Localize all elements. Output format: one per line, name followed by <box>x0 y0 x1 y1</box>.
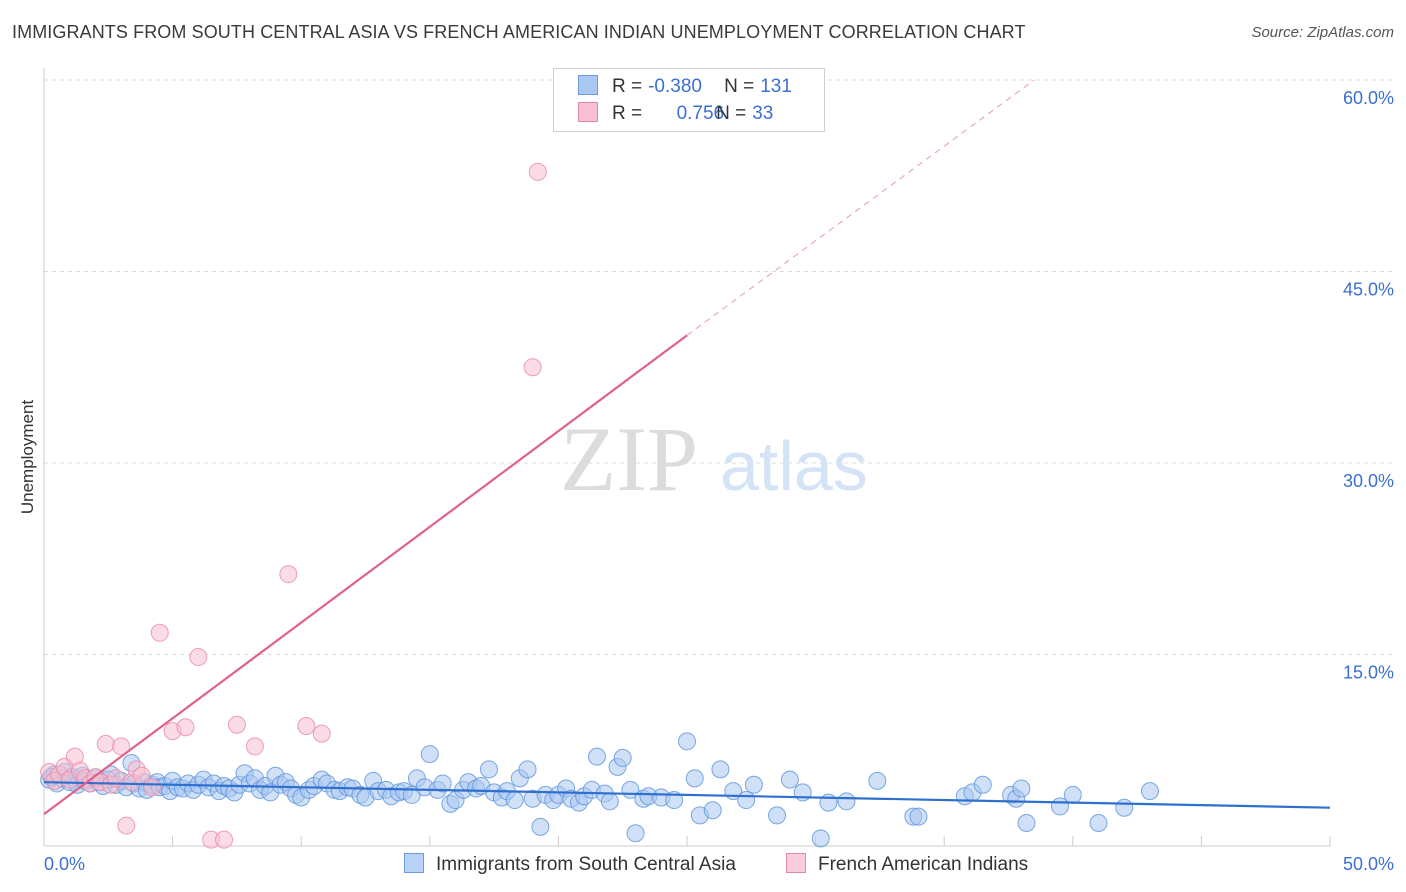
data-point <box>151 624 168 641</box>
data-point <box>738 792 755 809</box>
watermark-atlas: atlas <box>720 427 868 505</box>
series-immigrants-points <box>41 733 1159 847</box>
data-point <box>519 761 536 778</box>
data-point <box>421 746 438 763</box>
legend-n-value: 131 <box>760 76 792 98</box>
data-point <box>910 808 927 825</box>
legend-swatch-pink <box>786 853 806 873</box>
bottom-legend-french-american-indian: French American Indians <box>786 853 1028 876</box>
legend-swatch-blue <box>404 853 424 873</box>
data-point <box>769 807 786 824</box>
y-tick-label: 60.0% <box>1343 88 1394 108</box>
legend-n-value: 33 <box>752 103 773 125</box>
watermark-zip: ZIP <box>560 408 698 510</box>
legend-r-value: -0.380 <box>648 76 724 98</box>
legend-r-label: R = <box>612 76 642 97</box>
data-point <box>679 733 696 750</box>
data-point <box>686 770 703 787</box>
data-point <box>144 779 161 796</box>
legend-swatch-blue <box>578 75 598 95</box>
data-point <box>280 566 297 583</box>
data-point <box>704 802 721 819</box>
data-point <box>1116 799 1133 816</box>
data-point <box>1141 783 1158 800</box>
x-tick-label-max: 50.0% <box>1343 854 1394 874</box>
data-point <box>869 772 886 789</box>
x-tick-label-min: 0.0% <box>44 854 85 874</box>
data-point <box>838 793 855 810</box>
data-point <box>1090 815 1107 832</box>
data-point <box>1064 786 1081 803</box>
data-point <box>216 831 233 848</box>
source-credit: Source: ZipAtlas.com <box>1251 24 1394 41</box>
trend-line <box>44 335 687 814</box>
series-french-american-indian-points <box>41 163 547 848</box>
legend-row-french-american-indian: R = 0.756N = 33 <box>578 102 773 126</box>
bottom-legend-immigrants: Immigrants from South Central Asia <box>404 853 736 876</box>
y-tick-label: 30.0% <box>1343 471 1394 491</box>
data-point <box>532 818 549 835</box>
data-point <box>627 825 644 842</box>
data-point <box>529 163 546 180</box>
legend-n-label: N = <box>724 76 754 97</box>
data-point <box>298 717 315 734</box>
data-point <box>712 761 729 778</box>
data-point <box>588 748 605 765</box>
data-point <box>601 793 618 810</box>
legend-row-immigrants: R = -0.380 N = 131 <box>578 75 792 99</box>
data-point <box>614 749 631 766</box>
y-tick-label: 15.0% <box>1343 663 1394 683</box>
scatter-chart: ZIP atlas 15.0% 30.0% 45.0% 60.0% 50.0% 0.0… <box>0 0 1406 892</box>
legend-r-label: R = <box>612 103 642 124</box>
legend-n-label: N = <box>716 103 746 124</box>
y-tick-label: 45.0% <box>1343 280 1394 300</box>
y-tick-labels: 15.0% 30.0% 45.0% 60.0% <box>1343 88 1394 683</box>
data-point <box>506 792 523 809</box>
data-point <box>974 776 991 793</box>
data-point <box>313 725 330 742</box>
legend-r-value: 0.756 <box>648 103 724 125</box>
data-point <box>118 817 135 834</box>
legend-label: French American Indians <box>818 854 1028 875</box>
data-point <box>246 738 263 755</box>
data-point <box>745 776 762 793</box>
data-point <box>228 716 245 733</box>
y-axis-label: Unemployment <box>18 400 37 515</box>
data-point <box>480 761 497 778</box>
gridlines <box>44 80 1392 655</box>
correlation-legend: R = -0.380 N = 131 R = 0.756N = 33 <box>553 68 825 132</box>
data-point <box>781 771 798 788</box>
data-point <box>190 649 207 666</box>
data-point <box>812 830 829 847</box>
x-axis-ticks <box>44 836 1330 846</box>
data-point <box>524 359 541 376</box>
chart-title: IMMIGRANTS FROM SOUTH CENTRAL ASIA VS FR… <box>12 22 1026 43</box>
data-point <box>1018 815 1035 832</box>
data-point <box>177 719 194 736</box>
data-point <box>97 735 114 752</box>
data-point <box>1013 780 1030 797</box>
legend-label: Immigrants from South Central Asia <box>436 854 736 875</box>
legend-swatch-pink <box>578 102 598 122</box>
